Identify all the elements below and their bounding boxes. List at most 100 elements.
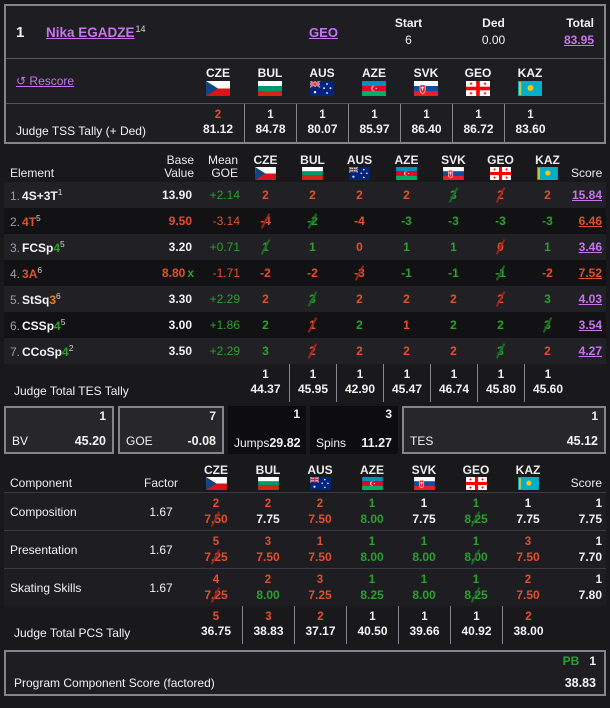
aus-flag-icon xyxy=(349,167,370,180)
pcs-rank: 1 xyxy=(589,654,596,668)
element-score-link[interactable]: 3.46 xyxy=(578,240,602,254)
tss-tally-label: Judge TSS Tally (+ Ded) xyxy=(16,124,146,138)
divider xyxy=(6,58,604,59)
component-final-score: 1 7.75 xyxy=(578,497,602,526)
element-row-2: 2. 4T5 9.50 -3.14 -4 -2 -4 -3 -3 -3 -3 6.… xyxy=(4,208,606,234)
aze-flag-icon xyxy=(362,80,386,96)
goe-cell: 1 xyxy=(309,240,316,254)
skater-name-superscript: 14 xyxy=(135,24,146,34)
skater-name-link[interactable]: Nika EGADZE xyxy=(46,25,135,40)
goe-cell: 3 xyxy=(450,188,457,202)
tss-cell: 1 86.72 xyxy=(452,104,504,142)
personal-best-badge: PB xyxy=(562,654,580,668)
tss-cell: 1 80.07 xyxy=(296,104,348,142)
geo-flag-icon xyxy=(466,80,490,96)
nation-link[interactable]: GEO xyxy=(309,24,338,40)
divider xyxy=(6,103,604,104)
judge-column-aus: AUS xyxy=(336,153,383,182)
goe-cell: -3 xyxy=(354,266,365,280)
goe-cell: -2 xyxy=(260,266,271,280)
judge-column-svk: SVK xyxy=(398,463,450,492)
goe-cell: 1 xyxy=(309,318,316,332)
placement-rank: 1 xyxy=(16,23,25,41)
component-score-cell: 1 7.75 xyxy=(412,497,436,526)
goe-cell: 2 xyxy=(356,188,363,202)
element-name: 4T xyxy=(22,215,37,229)
element-column-header: Element xyxy=(10,166,55,180)
goe-cell: 2 xyxy=(403,344,410,358)
aze-flag-icon xyxy=(396,167,417,180)
goe-cell: -3 xyxy=(448,214,459,228)
element-rows: 1. 4S+3T1 13.90 +2.14 2 2 2 2 3 2 2 15.84… xyxy=(4,182,606,364)
element-score-link[interactable]: 4.03 xyxy=(578,292,602,306)
pcs-factored-label: Program Component Score (factored) xyxy=(14,676,215,690)
goe-cell: 2 xyxy=(309,344,316,358)
aus-flag-icon xyxy=(310,80,334,96)
element-score-link[interactable]: 6.46 xyxy=(578,214,602,228)
tes-cell: 1 45.47 xyxy=(383,364,430,402)
component-score-cell: 3 7.50 xyxy=(256,535,280,564)
components-table-header: Component Factor CZE BUL AUS AZE SVK GEO… xyxy=(4,458,606,492)
pcs-cell: 1 39.66 xyxy=(398,606,450,644)
skater-header-section: 1 Nika EGADZE14 GEO Start 6 Ded 0.00 Tot… xyxy=(4,4,606,144)
goe-cell: -2 xyxy=(307,266,318,280)
component-score-cell: 1 8.25 xyxy=(360,573,384,602)
tes-cell: 1 42.90 xyxy=(336,364,383,402)
total-score-link[interactable]: 83.95 xyxy=(563,33,594,47)
goe-cell: 2 xyxy=(356,292,363,306)
component-score-cell: 2 8.00 xyxy=(256,573,280,602)
goe-cell: 2 xyxy=(403,292,410,306)
judge-column-cze: CZE xyxy=(190,463,242,492)
goe-cell: 1 xyxy=(262,240,269,254)
goe-cell: 2 xyxy=(262,188,269,202)
nation-wrap: GEO xyxy=(281,25,366,40)
goe-cell: 2 xyxy=(309,188,316,202)
element-score-link[interactable]: 4.27 xyxy=(578,344,602,358)
score-column-header: Score xyxy=(570,476,602,490)
component-score-cell: 1 8.00 xyxy=(464,535,488,564)
goe-cell: 2 xyxy=(497,292,504,306)
tes-cell: 1 46.74 xyxy=(430,364,477,402)
goe-cell: 2 xyxy=(497,318,504,332)
pcs-cell: 2 38.00 xyxy=(502,606,554,644)
goe-cell: -2 xyxy=(542,266,553,280)
component-final-score: 1 7.70 xyxy=(578,535,602,564)
element-row-4: 4. 3A6 8.80 x -1.71 -2 -2 -3 -1 -1 -1 -2 7… xyxy=(4,260,606,286)
element-score-link[interactable]: 15.84 xyxy=(571,188,602,202)
element-row-3: 3. FCSp45 3.20 +0.71 1 1 0 1 1 0 1 3.46 xyxy=(4,234,606,260)
judge-column-aze: AZE xyxy=(383,153,430,182)
tes-cell: 1 45.60 xyxy=(524,364,571,402)
pcs-cell: 3 38.83 xyxy=(242,606,294,644)
goe-cell: -3 xyxy=(401,214,412,228)
goe-cell: -1 xyxy=(401,266,412,280)
judge-column-bul: BUL xyxy=(242,463,294,492)
rescore-link[interactable]: ↺ Rescore xyxy=(16,74,75,88)
geo-flag-icon xyxy=(465,477,487,490)
goe-cell: -2 xyxy=(307,214,318,228)
component-score-cell: 3 7.50 xyxy=(516,535,540,564)
elements-section: Element Base Value Mean GOE CZE BUL AUS AZ… xyxy=(4,148,606,402)
element-score-link[interactable]: 7.52 xyxy=(578,266,602,280)
cze-flag-icon xyxy=(255,167,276,180)
goe-cell: 2 xyxy=(544,344,551,358)
judge-column-geo: GEO xyxy=(477,153,524,182)
bul-flag-icon xyxy=(257,477,279,490)
judge-column-cze: CZE xyxy=(192,66,244,96)
goe-cell: 1 xyxy=(544,240,551,254)
element-score-link[interactable]: 3.54 xyxy=(578,318,602,332)
judge-column-bul: BUL xyxy=(244,66,296,96)
deduction-label: Ded xyxy=(482,16,505,30)
tes-cell: 1 45.95 xyxy=(289,364,336,402)
tes-summary-box: 1 TES 45.12 xyxy=(402,406,606,454)
tss-cell: 1 83.60 xyxy=(504,104,556,142)
judge-column-aze: AZE xyxy=(348,66,400,96)
component-score-cell: 1 8.00 xyxy=(412,535,436,564)
pcs-cell: 1 40.92 xyxy=(450,606,502,644)
goe-cell: -3 xyxy=(495,214,506,228)
element-name: 3A xyxy=(22,267,38,281)
pcs-factored-value: 38.83 xyxy=(564,676,596,690)
goe-cell: 2 xyxy=(450,344,457,358)
total-label: Total xyxy=(566,16,594,30)
component-score-cell: 2 7.50 xyxy=(516,573,540,602)
goe-summary-box: 7 GOE -0.08 xyxy=(118,406,224,454)
